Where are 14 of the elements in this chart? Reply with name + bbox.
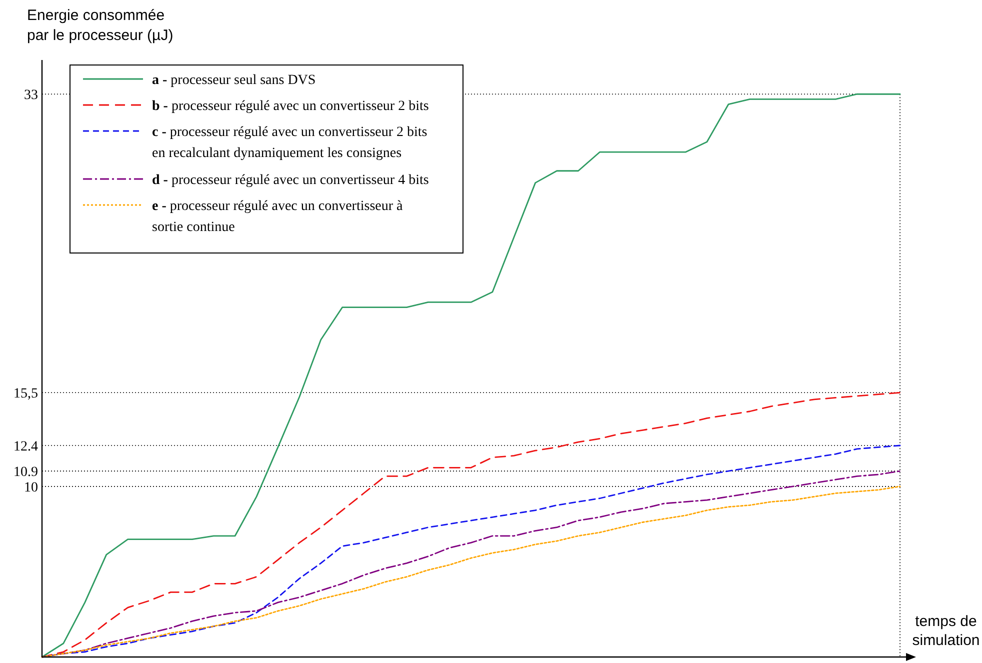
y-tick-label: 10: [24, 480, 38, 496]
y-tick-label: 12.4: [14, 439, 38, 454]
legend-label: a - processeur seul sans DVS: [152, 73, 316, 88]
legend-label: d - processeur régulé avec un convertisseur 4 bits: [152, 173, 429, 188]
y-axis-title: Energie consommée par le processeur (µJ): [27, 7, 174, 44]
x-axis-title: temps de simulation: [912, 613, 980, 649]
legend-label: b - processeur régulé avec un convertisseur 2 bits: [152, 99, 429, 114]
y-tick-label: 33: [24, 88, 38, 104]
line-series: [41, 93, 901, 658]
legend-label: e - processeur régulé avec un convertisseur à sortie continue: [152, 199, 404, 235]
y-tick-label: 10.9: [14, 464, 38, 480]
legend-label: c - processeur régulé avec un convertisseur 2 bits en recalculant dynamiquement les consignes: [152, 125, 428, 161]
y-tick-label: 15,5: [14, 386, 38, 402]
line-series: [41, 392, 901, 658]
